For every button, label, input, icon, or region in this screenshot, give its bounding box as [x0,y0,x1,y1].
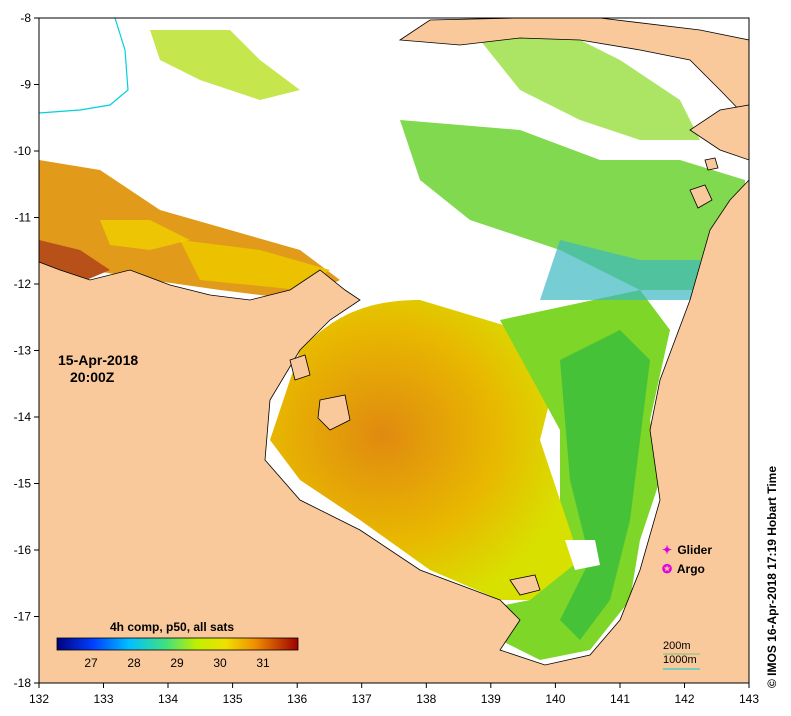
y-tick-label: -8 [20,11,31,25]
y-tick-label: -17 [14,610,32,624]
y-tick-label: -18 [14,676,32,690]
x-tick-label: 136 [287,692,307,706]
x-tick-label: 142 [674,692,694,706]
isobath-200m-label: 200m [663,640,691,652]
isobath-1000m [38,17,129,114]
colorbar [56,637,299,651]
land-groote-eylandt [317,394,351,431]
land-arnhem [38,178,750,684]
colorbar-title: 4h comp, p50, all sats [110,620,235,634]
x-tick-label: 140 [545,692,565,706]
legend-argo-label: Argo [676,562,705,576]
copyright-text: © IMOS 16-Apr-2018 17:19 Hobart Time [765,465,779,688]
x-tick-label: 133 [93,692,113,706]
colorbar-tick-label: 28 [127,656,141,670]
y-tick-label: -9 [20,78,31,92]
x-tick-label: 137 [352,692,372,706]
y-tick-label: -12 [14,277,32,291]
glider-marker-icon: ✦ [661,543,673,557]
time-label: 20:00Z [70,369,115,385]
x-axis [38,683,750,688]
legend-glider: ✦ Glider [660,543,712,557]
argo-marker-icon: ✪ [661,562,673,576]
x-tick-label: 135 [223,692,243,706]
y-tick-label: -14 [14,410,32,424]
colorbar-tick-label: 27 [84,656,98,670]
colorbar-tick-label: 31 [256,656,270,670]
legend-argo: ✪ Argo [660,562,705,576]
sst-field-west-gulf [270,300,590,600]
colorbar-tick-label: 30 [213,656,227,670]
y-tick-label: -15 [14,477,32,491]
y-tick-label: -13 [14,344,32,358]
x-tick-label: 139 [481,692,501,706]
x-tick-label: 138 [416,692,436,706]
x-tick-label: 141 [610,692,630,706]
date-label: 15-Apr-2018 [58,352,139,368]
colorbar-tick-label: 29 [170,656,184,670]
y-tick-label: -16 [14,543,32,557]
legend-glider-label: Glider [677,543,713,557]
y-axis [34,17,39,684]
x-tick-label: 143 [739,692,759,706]
y-tick-label: -11 [15,211,32,225]
isobath-1000m-label: 1000m [663,654,697,666]
y-tick-label: -10 [14,144,32,158]
x-tick-label: 134 [158,692,178,706]
x-tick-label: 132 [29,692,49,706]
